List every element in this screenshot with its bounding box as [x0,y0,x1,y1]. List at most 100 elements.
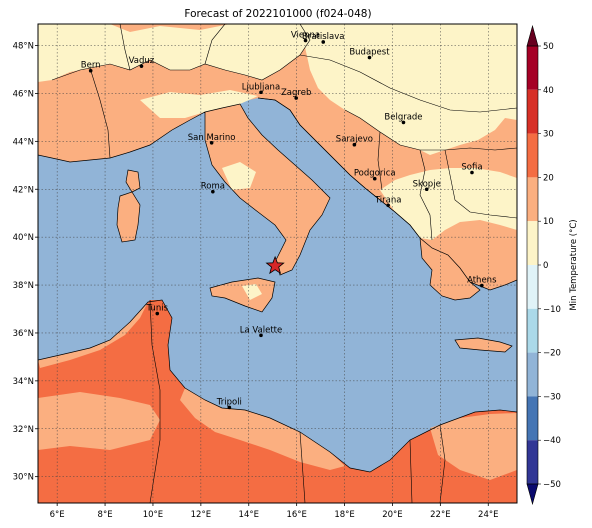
city-label: Tripoli [216,397,242,407]
city-dot [211,189,215,194]
city-dot [88,68,93,73]
city-label: Budapest [349,48,390,58]
egypt-band [430,413,517,480]
alps-cool-band [38,24,310,82]
colorbar-tick-label: −10 [543,305,561,315]
colorbar-swatch [527,46,538,90]
colorbar-extend-top [526,24,539,47]
colorbar-tick-label: 20 [543,173,554,183]
corsica-island [126,170,140,192]
city-label: Ljubljana [242,82,280,92]
crete-island [455,338,512,352]
lon-tick-label: 16°E [286,510,306,520]
colorbar-swatch [527,133,538,178]
colorbar-tick-label: 10 [543,217,554,227]
latitude-ticks: 48°N 46°N 44°N 42°N 40°N 38°N 36°N 34°N 32°N 30°N [13,42,38,483]
colorbar-tick-label: −20 [543,349,561,359]
city-label: Athens [467,276,497,286]
city-label: La Valette [240,325,283,335]
colorbar-tick-label: 40 [543,86,554,96]
country-borders [51,24,517,503]
lat-tick-label: 40°N [13,233,34,243]
colorbar-tick-label: −50 [543,480,561,490]
city-dot [155,311,160,316]
africa-coastal-band [38,302,148,368]
lat-tick-label: 34°N [13,377,34,387]
forecast-point-star-icon [265,255,285,275]
city-label: Skopje [413,179,441,189]
city-dot [294,96,298,100]
city-label: San Marino [188,133,236,143]
lon-tick-label: 24°E [478,510,498,520]
sicily-island [210,278,275,312]
city-dot [259,333,263,338]
lon-tick-label: 18°E [334,510,354,520]
city-dot [321,40,326,44]
colorbar: 50 40 30 20 10 0 −10 −20 −30 −40 −50 [526,24,561,506]
lon-tick-label: 6°E [50,510,65,520]
map-frame [37,23,518,504]
city-dot [303,38,308,43]
city-dot [470,170,474,175]
greece-land [420,238,480,300]
city-dot [227,405,232,410]
lon-tick-label: 20°E [382,510,402,520]
po-valley-cool [140,90,258,118]
city-dot [352,142,357,147]
lat-tick-label: 42°N [13,185,34,195]
city-label: Roma [201,182,225,192]
lat-tick-label: 38°N [13,281,34,291]
lat-tick-label: 44°N [13,137,34,147]
city-dot [479,283,484,288]
colorbar-tick-label: 0 [543,261,548,271]
lon-tick-label: 10°E [143,510,163,520]
lat-tick-label: 30°N [13,473,34,483]
gridlines [38,24,517,503]
colorbar-swatch [527,221,538,265]
africa-interior-band [38,392,160,450]
city-label: Belgrade [384,112,422,122]
colorbar-extend-bottom [526,483,539,506]
longitude-ticks: 6°E 8°E 10°E 12°E 14°E 16°E 18°E 20°E 22°E 24°E [50,503,498,520]
city-label: Sofia [461,162,482,172]
colorbar-label: Min Temperature (°C) [569,219,579,310]
colorbar-tick-label: 50 [543,42,554,52]
lat-tick-label: 46°N [13,89,34,99]
city-label: Zagreb [281,88,311,98]
city-label: Bratislava [302,32,344,42]
city-label: Vienna [291,31,320,41]
city-label: Bern [81,61,101,71]
lon-tick-label: 22°E [430,510,450,520]
colorbar-tick-label: −30 [543,392,561,402]
lat-tick-label: 32°N [13,425,34,435]
city-dot [424,187,429,192]
colorbar-swatch [527,308,538,353]
colorbar-swatch [527,177,538,222]
colorbar-swatch [527,89,538,134]
city-label: Tirana [374,195,402,205]
lon-tick-label: 14°E [239,510,259,520]
city-dot [367,55,372,60]
coastlines [38,97,517,473]
lat-tick-label: 48°N [13,42,34,52]
colorbar-tick-label: 30 [543,130,554,140]
lat-tick-label: 36°N [13,329,34,339]
italy-peninsula [205,104,330,275]
city-dot [139,64,144,68]
colorbar-tick-label: −40 [543,436,561,446]
city-label: Vaduz [129,56,155,66]
colorbar-swatch [527,440,538,484]
sardinia-island [117,192,140,242]
city-label: Podgorica [354,169,396,179]
lon-tick-label: 12°E [191,510,211,520]
colorbar-swatch [527,352,538,397]
city-dot [386,203,390,208]
north-africa-land [38,300,517,503]
city-dot [259,90,263,95]
eastern-europe-cool [300,24,517,155]
italy-inland-cool [222,162,256,190]
map-title: Forecast of 2022101000 (f024-048) [184,8,371,20]
